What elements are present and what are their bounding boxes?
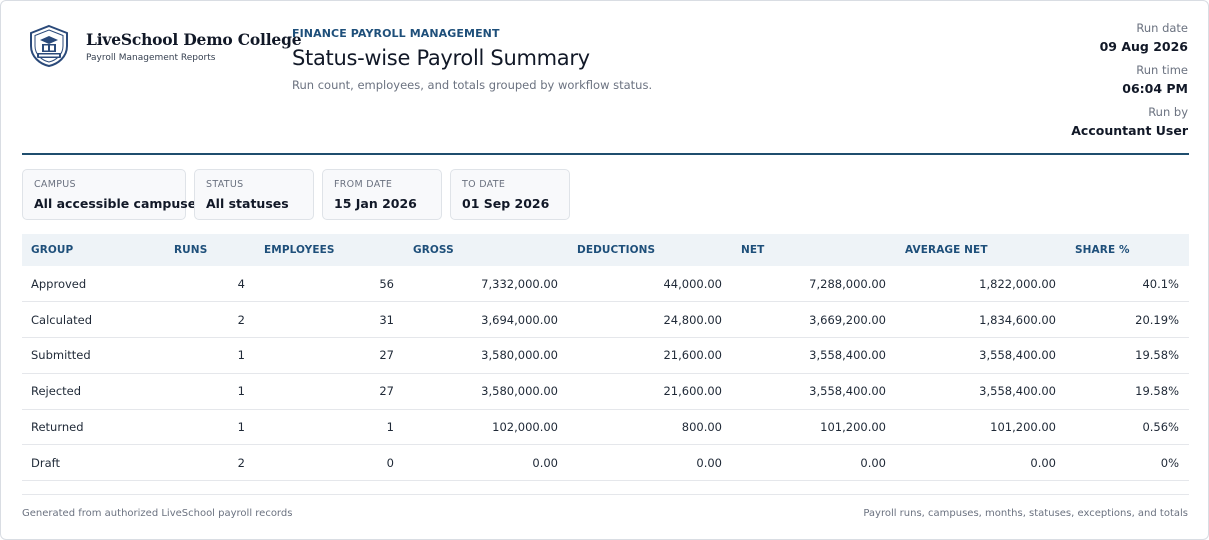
- run-by-value: Accountant User: [1071, 123, 1188, 138]
- cell-share: 40.1%: [1066, 266, 1189, 303]
- page-title: Status-wise Payroll Summary: [292, 46, 590, 70]
- cell-deductions: 800.00: [568, 409, 732, 446]
- cell-net: 3,558,400.00: [732, 337, 896, 374]
- cell-average-net: 3,558,400.00: [896, 373, 1066, 410]
- run-time-label: Run time: [1136, 63, 1188, 77]
- cell-net: 3,669,200.00: [732, 301, 896, 339]
- filter-label: CAMPUS: [34, 179, 76, 190]
- filter-label: STATUS: [206, 179, 244, 190]
- table-row: Submitted 1 27 3,580,000.00 21,600.00 3,…: [22, 337, 1189, 374]
- school-subtitle: Payroll Management Reports: [86, 53, 216, 63]
- table-row: Rejected 1 27 3,580,000.00 21,600.00 3,5…: [22, 373, 1189, 410]
- col-header-employees: EMPLOYEES: [264, 244, 335, 256]
- header-divider: [22, 153, 1189, 155]
- cell-gross: 0.00: [404, 444, 568, 482]
- col-header-share: SHARE %: [1075, 244, 1130, 256]
- cell-share: 0%: [1066, 444, 1189, 482]
- cell-share: 20.19%: [1066, 301, 1189, 339]
- filter-from-date: FROM DATE 15 Jan 2026: [322, 169, 442, 220]
- report-heading: FINANCE PAYROLL MANAGEMENT Status-wise P…: [292, 27, 652, 92]
- run-time-value: 06:04 PM: [1122, 81, 1188, 96]
- cell-gross: 3,580,000.00: [404, 373, 568, 410]
- run-date-label: Run date: [1136, 21, 1188, 35]
- table-row: Returned 1 1 102,000.00 800.00 101,200.0…: [22, 409, 1189, 446]
- cell-deductions: 24,800.00: [568, 301, 732, 339]
- run-date-value: 09 Aug 2026: [1099, 39, 1188, 54]
- col-header-net: NET: [741, 244, 765, 256]
- cell-share: 19.58%: [1066, 373, 1189, 410]
- cell-share: 19.58%: [1066, 337, 1189, 374]
- filter-value: All accessible campuses: [34, 196, 204, 211]
- cell-net: 7,288,000.00: [732, 266, 896, 303]
- cell-deductions: 44,000.00: [568, 266, 732, 303]
- cell-runs: 1: [165, 409, 255, 446]
- cell-runs: 1: [165, 337, 255, 374]
- filter-to-date: TO DATE 01 Sep 2026: [450, 169, 570, 220]
- table-header-row: GROUP RUNS EMPLOYEES GROSS DEDUCTIONS NE…: [22, 234, 1189, 266]
- cell-net: 0.00: [732, 444, 896, 482]
- cell-average-net: 0.00: [896, 444, 1066, 482]
- col-header-gross: GROSS: [413, 244, 454, 256]
- payroll-summary-table: GROUP RUNS EMPLOYEES GROSS DEDUCTIONS NE…: [22, 234, 1189, 482]
- col-header-group: GROUP: [31, 244, 74, 256]
- filter-status: STATUS All statuses: [194, 169, 314, 220]
- cell-net: 101,200.00: [732, 409, 896, 446]
- school-name: LiveSchool Demo College: [86, 30, 302, 49]
- filter-label: TO DATE: [462, 179, 506, 190]
- cell-net: 3,558,400.00: [732, 373, 896, 410]
- cell-employees: 27: [255, 373, 404, 410]
- cell-gross: 3,580,000.00: [404, 337, 568, 374]
- cell-average-net: 3,558,400.00: [896, 337, 1066, 374]
- col-header-deductions: DEDUCTIONS: [577, 244, 656, 256]
- cell-group: Draft: [22, 444, 165, 482]
- school-crest-icon: [30, 24, 68, 68]
- footer-scope-note: Payroll runs, campuses, months, statuses…: [863, 508, 1188, 519]
- run-meta: Run date 09 Aug 2026 Run time 06:04 PM R…: [1071, 21, 1188, 147]
- cell-runs: 2: [165, 301, 255, 339]
- col-header-runs: RUNS: [174, 244, 208, 256]
- filter-value: All statuses: [206, 196, 289, 211]
- cell-group: Calculated: [22, 301, 165, 339]
- cell-gross: 102,000.00: [404, 409, 568, 446]
- cell-employees: 56: [255, 266, 404, 303]
- cell-group: Returned: [22, 409, 165, 446]
- cell-employees: 27: [255, 337, 404, 374]
- cell-deductions: 0.00: [568, 444, 732, 482]
- cell-average-net: 101,200.00: [896, 409, 1066, 446]
- cell-employees: 0: [255, 444, 404, 482]
- cell-runs: 4: [165, 266, 255, 303]
- run-by-label: Run by: [1148, 105, 1188, 119]
- cell-runs: 1: [165, 373, 255, 410]
- cell-deductions: 21,600.00: [568, 373, 732, 410]
- table-row: Approved 4 56 7,332,000.00 44,000.00 7,2…: [22, 266, 1189, 303]
- cell-average-net: 1,834,600.00: [896, 301, 1066, 339]
- cell-gross: 7,332,000.00: [404, 266, 568, 303]
- cell-share: 0.56%: [1066, 409, 1189, 446]
- filter-value: 01 Sep 2026: [462, 196, 550, 211]
- cell-group: Approved: [22, 266, 165, 303]
- cell-gross: 3,694,000.00: [404, 301, 568, 339]
- footer-divider: [22, 494, 1189, 495]
- cell-employees: 1: [255, 409, 404, 446]
- cell-deductions: 21,600.00: [568, 337, 732, 374]
- cell-runs: 2: [165, 444, 255, 482]
- table-row: Calculated 2 31 3,694,000.00 24,800.00 3…: [22, 301, 1189, 339]
- report-eyebrow: FINANCE PAYROLL MANAGEMENT: [292, 27, 500, 40]
- filter-value: 15 Jan 2026: [334, 196, 417, 211]
- cell-average-net: 1,822,000.00: [896, 266, 1066, 303]
- cell-group: Submitted: [22, 337, 165, 374]
- report-description: Run count, employees, and totals grouped…: [292, 78, 653, 92]
- footer-source-note: Generated from authorized LiveSchool pay…: [22, 508, 293, 519]
- cell-group: Rejected: [22, 373, 165, 410]
- table-row: Draft 2 0 0.00 0.00 0.00 0.00 0%: [22, 444, 1189, 482]
- school-block: LiveSchool Demo College Payroll Manageme…: [86, 30, 302, 63]
- filter-label: FROM DATE: [334, 179, 393, 190]
- cell-employees: 31: [255, 301, 404, 339]
- col-header-average-net: AVERAGE NET: [905, 244, 988, 256]
- filter-bar: CAMPUS All accessible campuses STATUS Al…: [22, 169, 570, 220]
- filter-campus: CAMPUS All accessible campuses: [22, 169, 204, 220]
